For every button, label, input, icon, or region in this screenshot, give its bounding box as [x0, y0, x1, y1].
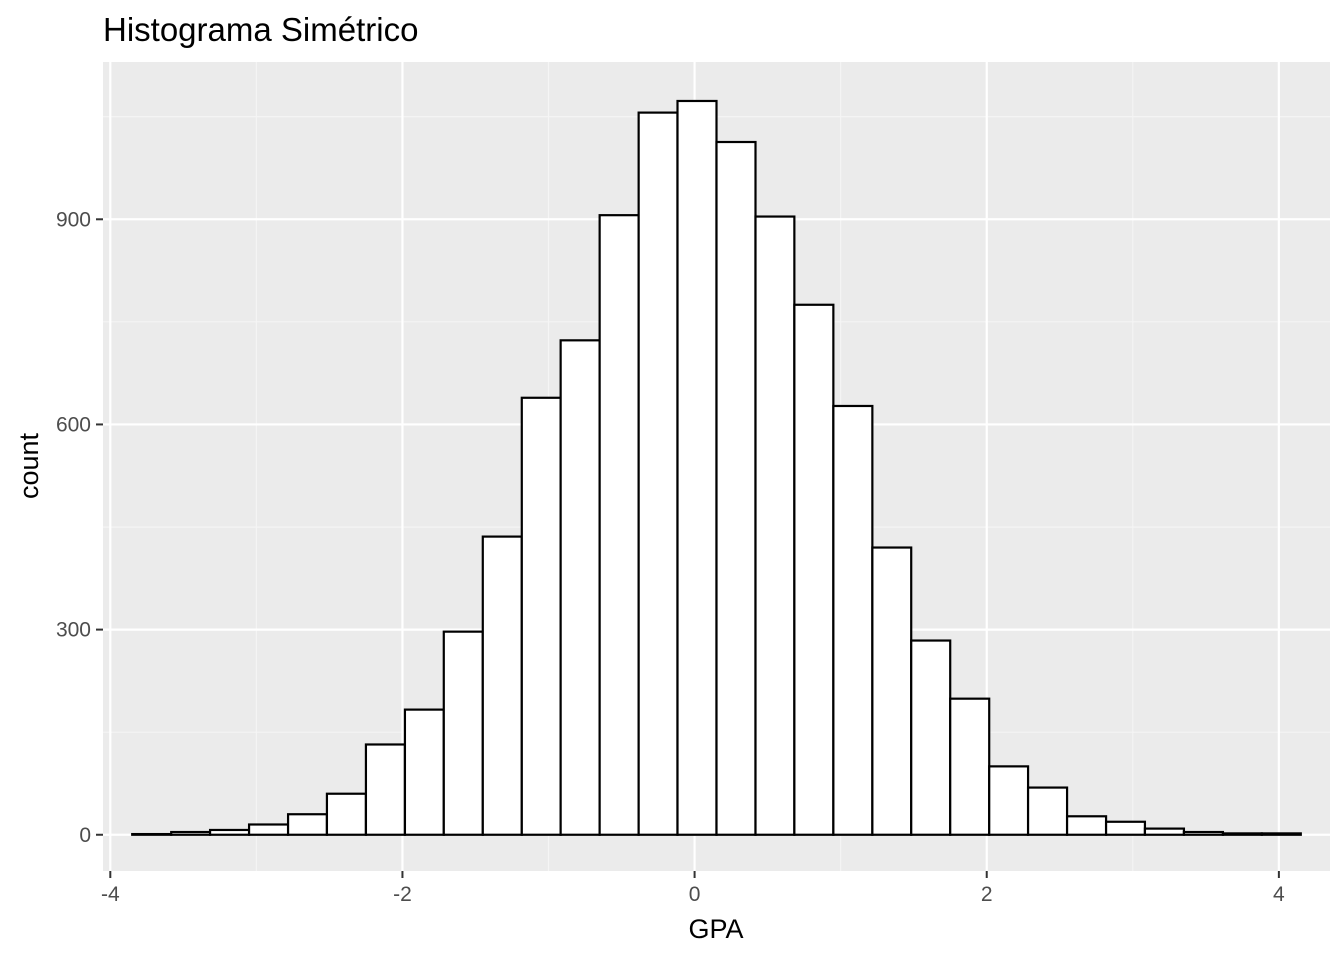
histogram-bars — [131, 99, 1302, 836]
histogram-bar — [1182, 830, 1225, 836]
x-tick-label: -2 — [393, 883, 412, 906]
histogram-bar — [170, 830, 212, 836]
histogram-bar — [208, 828, 251, 836]
histogram-bar — [832, 404, 874, 836]
histogram-bar — [442, 630, 484, 836]
histogram-bar — [793, 303, 835, 836]
histogram-bar — [325, 792, 368, 836]
x-tick-label: 4 — [1273, 883, 1285, 906]
y-tick-label: 600 — [56, 413, 91, 436]
histogram-bar — [364, 743, 407, 836]
histogram-bar — [1221, 832, 1263, 836]
histogram-bar — [286, 813, 329, 836]
histogram-bar — [676, 99, 718, 836]
histogram-bar — [481, 535, 523, 836]
histogram-bar — [1026, 786, 1069, 836]
x-axis: -4 -2 0 2 4 — [101, 871, 1285, 906]
histogram-bar — [559, 339, 601, 836]
y-tick-label: 900 — [56, 208, 91, 231]
histogram-bar — [1065, 815, 1108, 836]
histogram-bar — [715, 140, 757, 836]
histogram-bar — [247, 823, 290, 836]
histogram-bar — [637, 111, 679, 836]
histogram-bar — [988, 765, 1030, 836]
histogram-bar — [754, 215, 796, 836]
x-tick-label: -4 — [101, 883, 120, 906]
histogram-bar — [910, 639, 952, 836]
histogram-bar — [949, 697, 991, 836]
histogram-bar — [131, 832, 173, 836]
histogram-bar — [1143, 827, 1186, 836]
y-axis: 0 300 600 900 — [56, 208, 103, 847]
x-axis-title: GPA — [688, 914, 743, 944]
histogram-bar — [403, 708, 445, 836]
histogram-bar — [1104, 820, 1147, 836]
y-axis-title: count — [14, 432, 44, 499]
chart-title: Histograma Simétrico — [103, 11, 418, 48]
histogram-bar — [871, 546, 913, 836]
x-tick-label: 0 — [689, 883, 701, 906]
y-tick-label: 0 — [79, 824, 91, 847]
histogram-bar — [598, 214, 640, 836]
y-tick-label: 300 — [56, 619, 91, 642]
x-tick-label: 2 — [981, 883, 993, 906]
histogram-bar — [1260, 832, 1302, 836]
histogram-bar — [520, 396, 562, 836]
